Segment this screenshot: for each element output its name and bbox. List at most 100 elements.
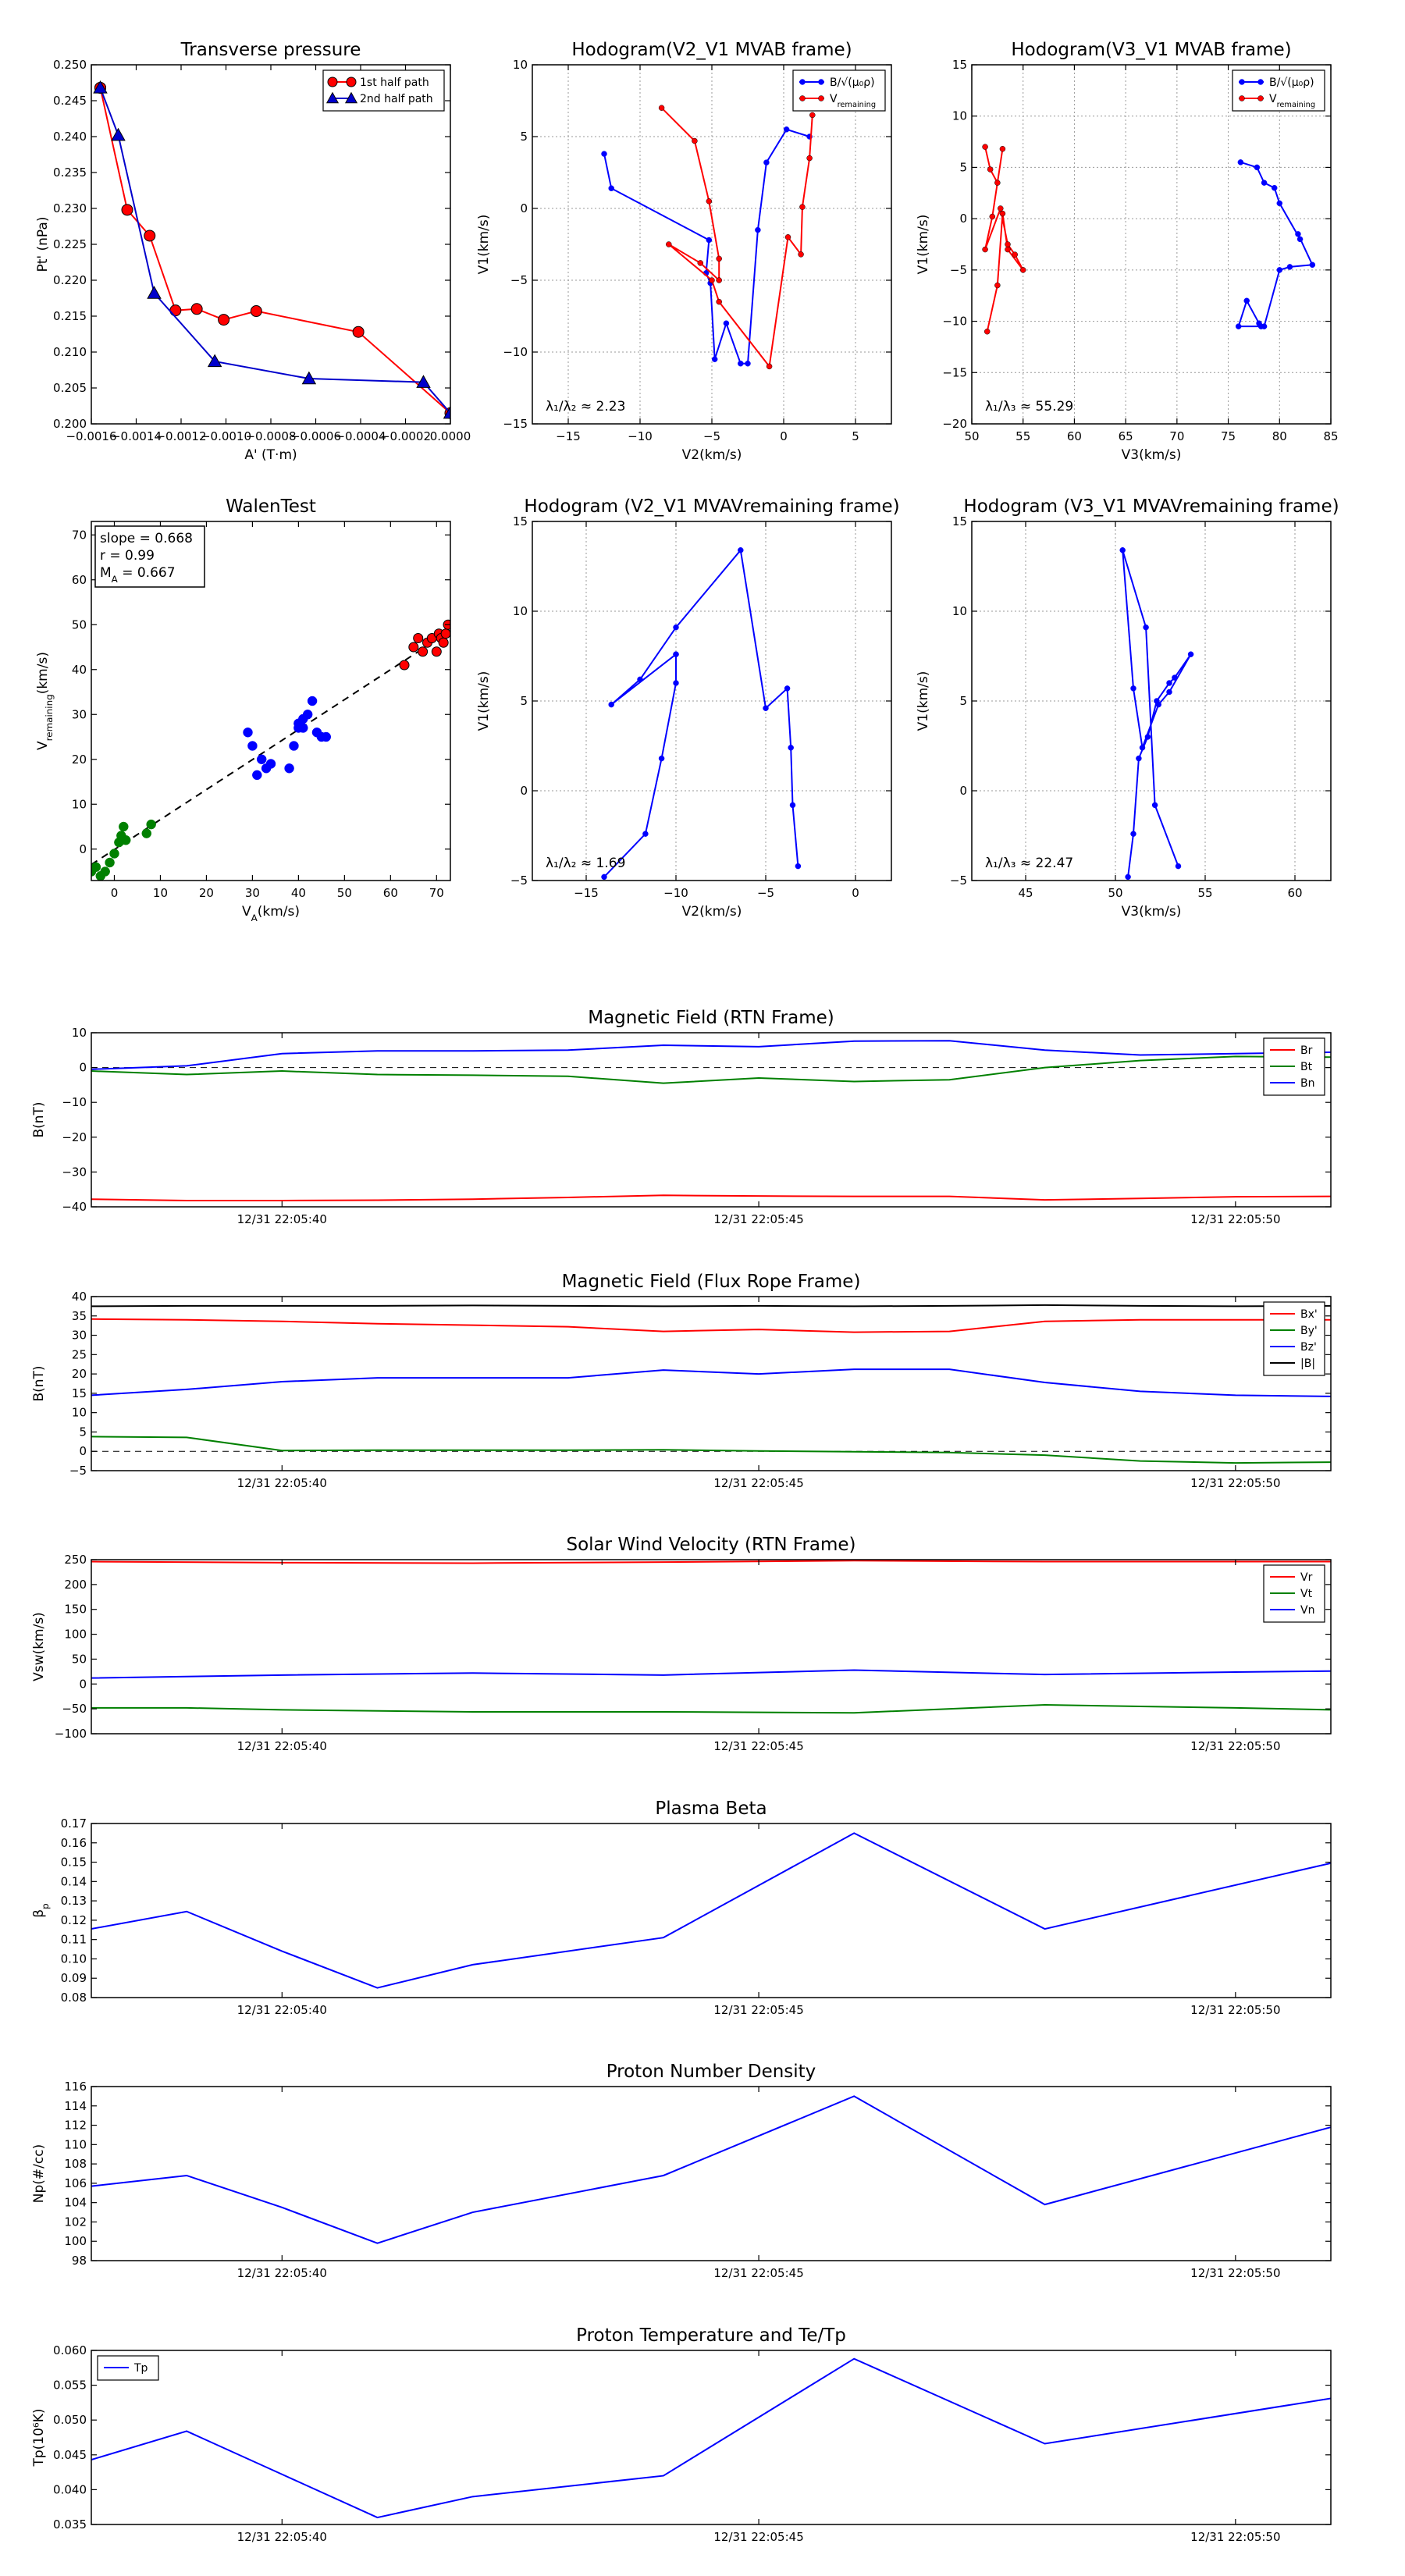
legend-label: Vt [1300,1588,1313,1600]
y-axis-label: B(nT) [31,1365,47,1401]
series-green-point [105,857,115,868]
data-layer [601,105,816,370]
x-tick-label: −0.0014 [111,429,162,443]
chart-proton_temperature: Proton Temperature and Te/Tp 12/31 22:05:… [31,2325,1332,2544]
x-tick-label: 20 [199,886,214,900]
series-v-point [1143,624,1149,631]
data-layer [1119,547,1194,881]
axes-frame [91,1559,1332,1735]
legend-label: B/√(μ₀ρ) [1269,76,1314,89]
x-tick-label: 12/31 22:05:40 [237,2266,327,2280]
legend-box [1232,69,1325,112]
series-vremaining-point [1019,267,1026,273]
chart-title: Plasma Beta [655,1799,767,1819]
chart-hodogram_v2v1_mvab: Hodogram(V2_V1 MVAB frame) −15 −10 −5 0 5 −15 −… [476,40,892,463]
series-green-point [109,849,119,859]
x-tick-label: 12/31 22:05:50 [1190,1739,1280,1753]
legend: Tp [97,2355,159,2381]
series-bn-line [91,1040,1331,1070]
x-tick-label: 12/31 22:05:50 [1190,2266,1280,2280]
data-layer [91,619,450,881]
y-tick-label: 0 [79,1444,87,1458]
series-blue-point [321,731,332,742]
legend-marker [1257,79,1264,85]
series-1sthalfpath-point [190,303,203,315]
x-tick-label: 75 [1221,429,1236,443]
legend-label: Vremaining [1269,93,1315,109]
series-vt-line [91,1704,1331,1714]
x-tick-label: 55 [1016,429,1030,443]
y-tick-label: 0.200 [53,417,87,431]
series-bt-line [91,1055,1331,1084]
data-layer [91,1832,1331,1989]
y-tick-label: −5 [510,273,528,287]
x-tick-label: 70 [1169,429,1184,443]
x-axis-label: A' (T·m) [244,447,297,463]
y-tick-label: −30 [62,1165,87,1179]
series-v-point [1151,802,1158,809]
eigen-ratio-annotation: λ₁/λ₂ ≈ 1.69 [546,856,625,871]
series-red-point [418,646,429,657]
series-v-point [1166,688,1172,696]
series-v-point [1130,685,1136,692]
x-tick-label: 12/31 22:05:50 [1190,2530,1280,2544]
y-tick-label: −50 [62,1702,87,1716]
x-tick-label: 55 [1197,886,1212,900]
x-tick-label: 50 [964,429,979,443]
series-b-point [1243,297,1250,304]
axes-frame [91,1296,1332,1471]
y-tick-label: −20 [62,1130,87,1144]
series-green-point [91,862,101,872]
legend-label: |B| [1300,1357,1315,1370]
series-b-point [755,226,761,233]
chart-hodogram_v3v1_mvav: Hodogram (V3_V1 MVAVremaining frame)45 50… [916,496,1339,920]
x-tick-label: 12/31 22:05:40 [237,2003,327,2017]
chart-title: WalenTest [226,496,316,517]
y-tick-label: 0.13 [61,1894,87,1908]
series-blue-point [247,741,258,751]
y-tick-label: 10 [513,604,528,618]
y-axis-label: Vremaining(km/s) [35,652,55,750]
chart-plasma_beta: Plasma Beta 12/31 22:05:40 12/31 22:05:45 1… [31,1799,1332,2017]
legend-marker [325,91,340,104]
series-v-point [601,873,607,881]
y-tick-label: 100 [64,1628,87,1642]
y-tick-label: 10 [72,1406,87,1420]
x-tick-label: 0 [852,886,859,900]
eigen-ratio-annotation: λ₁/λ₃ ≈ 22.47 [985,856,1073,871]
series-v-point [658,755,665,762]
y-tick-label: 50 [72,617,87,632]
series-blue-point [284,763,294,774]
chart-hodogram_v3v1_mvab: Hodogram(V3_V1 MVAB frame)50 55 60 65 70 75 80… [916,40,1339,463]
series-b-point [1235,323,1242,329]
y-tick-label: −5 [950,873,967,888]
series-green-point [146,819,156,830]
legend-marker [818,95,824,101]
data-layer [91,2357,1331,2519]
data-layer [91,1304,1331,1464]
series-vremaining-point [716,255,722,262]
x-tick-label: 0 [780,429,788,443]
axes-frame [971,64,1332,425]
series-1sthalfpath-point [352,326,365,338]
axes-frame [91,1823,1332,1998]
series-1sthalfpath-point [250,305,262,318]
series-v-point [1139,745,1146,751]
x-tick-label: −10 [628,429,653,443]
series-b-line [91,1304,1331,1308]
chart-title: Proton Temperature and Te/Tp [576,2325,846,2346]
x-tick-label: 12/31 22:05:45 [713,2003,803,2017]
series-v-point [673,680,679,686]
series-2ndhalfpath-point [443,405,450,419]
x-tick-label: −0.0006 [290,429,341,443]
series-v-point [784,685,791,692]
y-tick-label: −5 [950,263,967,277]
y-tick-label: 0 [959,784,967,798]
series-b-point [723,320,730,326]
y-tick-label: 30 [72,1329,87,1343]
y-tick-label: 0.055 [53,2379,87,2393]
series-1sthalfpath-point [169,304,182,317]
legend-box [322,69,445,112]
y-tick-label: 0.17 [61,1816,87,1831]
